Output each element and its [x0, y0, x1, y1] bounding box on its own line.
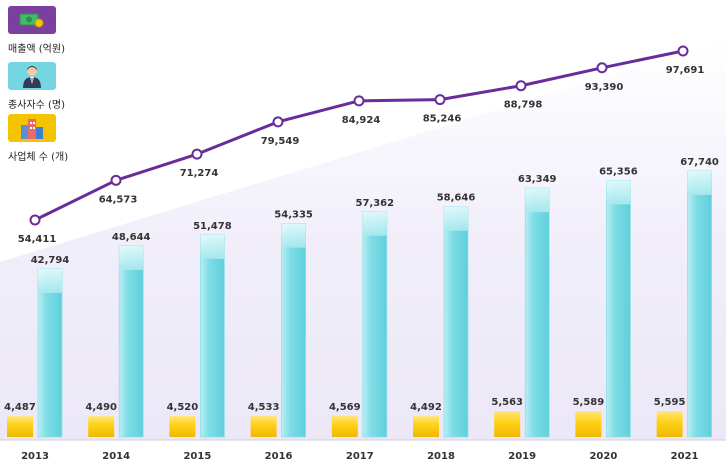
legend-companies-label: 사업체 수 (개) — [8, 152, 69, 163]
x-tick-2020: 2020 — [589, 451, 617, 462]
sales-point-2021 — [677, 45, 689, 57]
bar-employees-top-2018 — [444, 206, 468, 231]
label-companies-2015: 4,520 — [167, 402, 199, 413]
x-tick-2014: 2014 — [102, 451, 130, 462]
x-tick-2016: 2016 — [265, 451, 293, 462]
x-tick-2018: 2018 — [427, 451, 455, 462]
legend-companies: 사업체 수 (개) — [8, 114, 78, 163]
bar-companies-2018 — [413, 416, 439, 437]
bar-employees-top-2016 — [281, 223, 306, 248]
label-companies-2013: 4,487 — [4, 402, 36, 413]
legend-employees: 종사자수 (명) — [8, 62, 78, 111]
bar-employees-2015 — [199, 234, 225, 438]
legend-sales: 매출액 (억원) — [8, 6, 78, 55]
sales-point-2013 — [29, 214, 41, 226]
legend-sales-label: 매출액 (억원) — [8, 44, 65, 55]
bar-employees-top-2013 — [38, 268, 62, 293]
label-employees-2020: 65,356 — [599, 166, 638, 177]
x-tick-2017: 2017 — [346, 451, 374, 462]
label-sales-2014: 64,573 — [99, 194, 138, 205]
bar-employees-top-2020 — [606, 180, 631, 205]
label-employees-2015: 51,478 — [193, 221, 232, 232]
x-tick-2015: 2015 — [183, 451, 211, 462]
x-tick-2013: 2013 — [21, 451, 49, 462]
label-sales-2016: 79,549 — [261, 136, 300, 147]
label-companies-2017: 4,569 — [329, 402, 361, 413]
legend-employees-label: 종사자수 (명) — [8, 100, 65, 111]
label-sales-2021: 97,691 — [666, 65, 705, 76]
x-tick-2019: 2019 — [508, 451, 536, 462]
bar-employees-2013 — [37, 268, 63, 438]
bar-employees-2021 — [687, 170, 712, 438]
label-sales-2019: 88,798 — [504, 100, 543, 111]
label-employees-2016: 54,335 — [274, 210, 313, 221]
bar-employees-top-2021 — [687, 171, 712, 195]
label-companies-2018: 4,492 — [410, 402, 442, 413]
bar-employees-2019 — [524, 187, 550, 438]
bar-companies-2020 — [575, 411, 602, 437]
bar-employees-top-2015 — [200, 234, 225, 259]
bar-companies-2017 — [331, 415, 358, 437]
bar-employees-2017 — [362, 211, 388, 438]
sales-point-2020 — [596, 62, 608, 74]
label-companies-2016: 4,533 — [248, 402, 280, 413]
bar-companies-2019 — [494, 411, 521, 437]
label-companies-2019: 5,563 — [491, 397, 523, 408]
sales-point-2019 — [515, 80, 527, 92]
bar-employees-top-2014 — [119, 245, 144, 270]
worker-icon — [8, 62, 56, 90]
label-employees-2019: 63,349 — [518, 174, 557, 185]
x-tick-2021: 2021 — [671, 451, 699, 462]
bar-employees-top-2019 — [525, 188, 550, 213]
bar-companies-2021 — [656, 411, 683, 437]
bar-employees-2016 — [281, 223, 307, 438]
label-sales-2013: 54,411 — [18, 234, 57, 245]
bar-employees-2018 — [443, 206, 469, 438]
sales-point-2018 — [434, 94, 446, 106]
bar-employees-2020 — [606, 179, 631, 438]
bar-companies-2016 — [250, 415, 277, 437]
sales-point-2016 — [272, 116, 284, 128]
bar-companies-2013 — [7, 416, 33, 437]
buildings-icon — [8, 114, 56, 142]
label-sales-2015: 71,274 — [180, 168, 219, 179]
label-employees-2021: 67,740 — [680, 157, 719, 168]
sales-point-2017 — [353, 95, 365, 107]
label-sales-2020: 93,390 — [585, 82, 624, 93]
sales-point-2015 — [191, 148, 203, 160]
bar-employees-2014 — [118, 245, 144, 438]
sales-point-2014 — [110, 174, 122, 186]
bar-employees-top-2017 — [362, 211, 387, 236]
label-sales-2018: 85,246 — [423, 114, 462, 125]
label-employees-2014: 48,644 — [112, 232, 151, 243]
money-icon — [8, 6, 56, 34]
label-employees-2017: 57,362 — [356, 198, 395, 209]
label-employees-2013: 42,794 — [31, 255, 70, 266]
bar-companies-2014 — [88, 416, 115, 437]
label-companies-2021: 5,595 — [654, 397, 686, 408]
label-sales-2017: 84,924 — [342, 115, 381, 126]
label-employees-2018: 58,646 — [437, 193, 476, 204]
bar-companies-2015 — [169, 415, 196, 437]
label-companies-2020: 5,589 — [573, 397, 605, 408]
label-companies-2014: 4,490 — [85, 402, 117, 413]
